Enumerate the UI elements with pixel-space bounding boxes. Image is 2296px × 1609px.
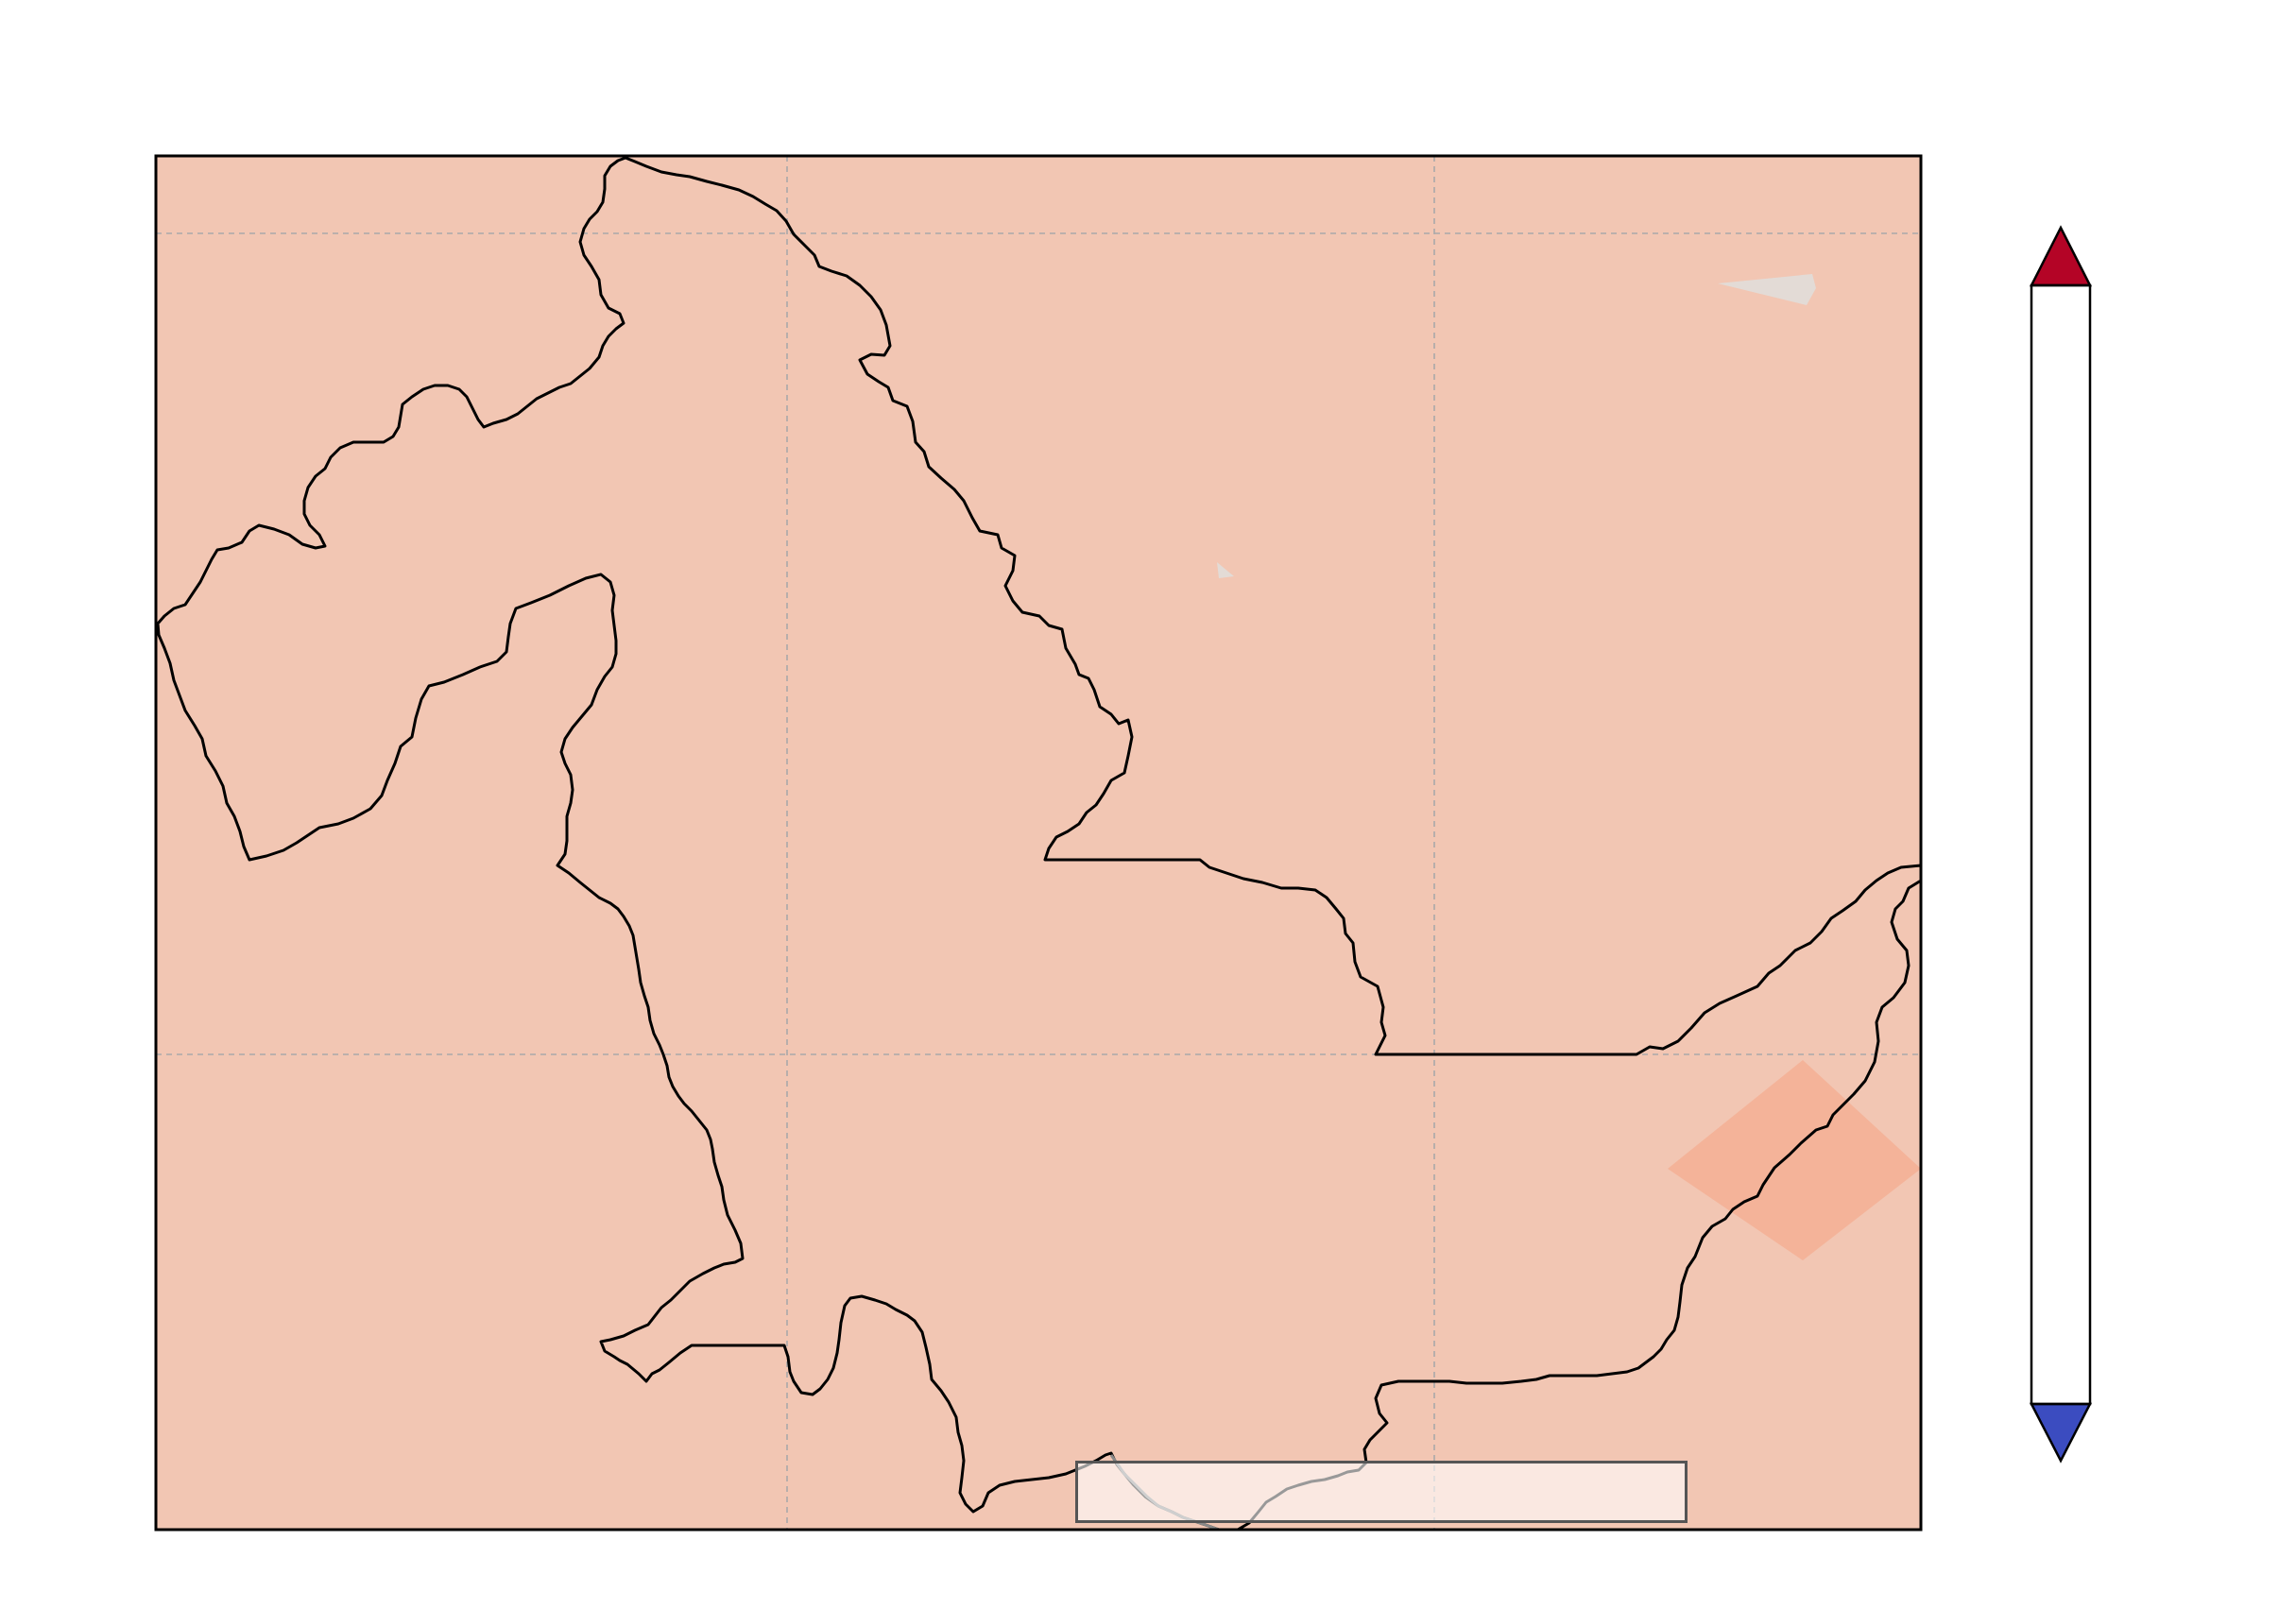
map-frame (154, 154, 1923, 1532)
colorbar-extend-min (2029, 1402, 2093, 1464)
neutral-anomaly-patch (1718, 274, 1816, 305)
region-boundary (156, 156, 1921, 1530)
colorbar-extend-max (2029, 225, 2093, 287)
anomaly-field (156, 156, 1921, 1530)
colorbar-frame (2030, 283, 2092, 1406)
map-panel (154, 154, 1923, 1532)
neutral-anomaly-dot (1217, 562, 1234, 578)
credit-box (1075, 1461, 1688, 1523)
colorbar (2029, 225, 2093, 1464)
